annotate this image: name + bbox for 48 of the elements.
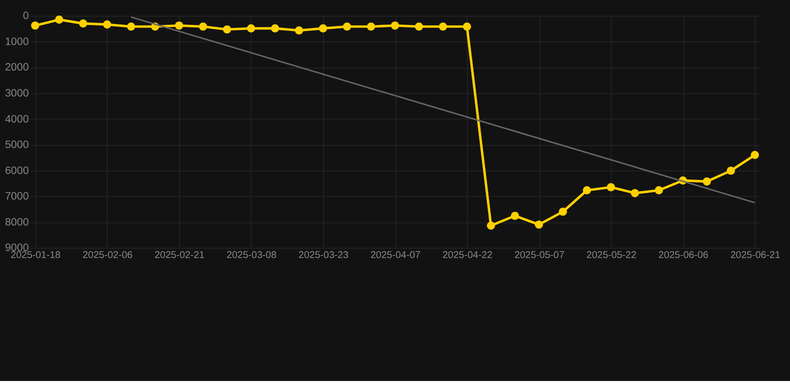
point <box>726 166 735 175</box>
point <box>630 189 639 198</box>
point <box>390 21 400 30</box>
point <box>414 22 424 31</box>
y-tick-label: 6000 <box>4 164 29 177</box>
point <box>127 22 136 31</box>
point <box>174 21 184 30</box>
point <box>294 26 304 35</box>
x-tick-label: 2025-02-21 <box>154 250 205 262</box>
point <box>270 24 280 32</box>
point <box>103 20 112 29</box>
point <box>750 150 759 160</box>
x-tick-label: 2025-05-22 <box>586 250 636 262</box>
point <box>366 22 376 31</box>
point <box>318 24 328 32</box>
point <box>79 19 88 28</box>
x-tick-label: 2025-04-07 <box>370 250 420 262</box>
point <box>558 208 568 216</box>
x-tick-label: 2025-04-22 <box>442 250 492 262</box>
point <box>606 183 616 192</box>
point <box>222 25 232 34</box>
y-tick-label: 7000 <box>4 190 29 203</box>
point <box>702 177 711 186</box>
point <box>486 222 496 230</box>
x-tick-label: 2025-06-21 <box>730 250 780 262</box>
point <box>582 186 592 194</box>
x-tick-label: 2025-03-23 <box>298 250 349 262</box>
point <box>438 22 448 31</box>
y-tick-label: 2000 <box>4 62 29 74</box>
y-tick-label: 1000 <box>4 36 29 48</box>
point <box>198 22 208 31</box>
point <box>654 186 663 194</box>
y-tick-label: 8000 <box>4 216 29 228</box>
point <box>55 16 64 24</box>
y-tick-label: 4000 <box>4 113 29 126</box>
y-tick-label: 3000 <box>4 88 29 100</box>
point <box>246 24 256 32</box>
x-tick-label: 2025-03-08 <box>226 250 277 262</box>
point <box>510 212 520 220</box>
point <box>462 22 472 31</box>
x-tick-label: 2025-05-07 <box>514 250 564 262</box>
point <box>342 22 352 31</box>
x-tick-label: 2025-06-06 <box>658 250 708 262</box>
point <box>31 21 40 30</box>
y-tick-label: 5000 <box>4 139 29 152</box>
x-tick-label: 2025-02-06 <box>82 250 133 262</box>
point <box>534 220 544 229</box>
y-tick-label: 0 <box>22 10 29 22</box>
